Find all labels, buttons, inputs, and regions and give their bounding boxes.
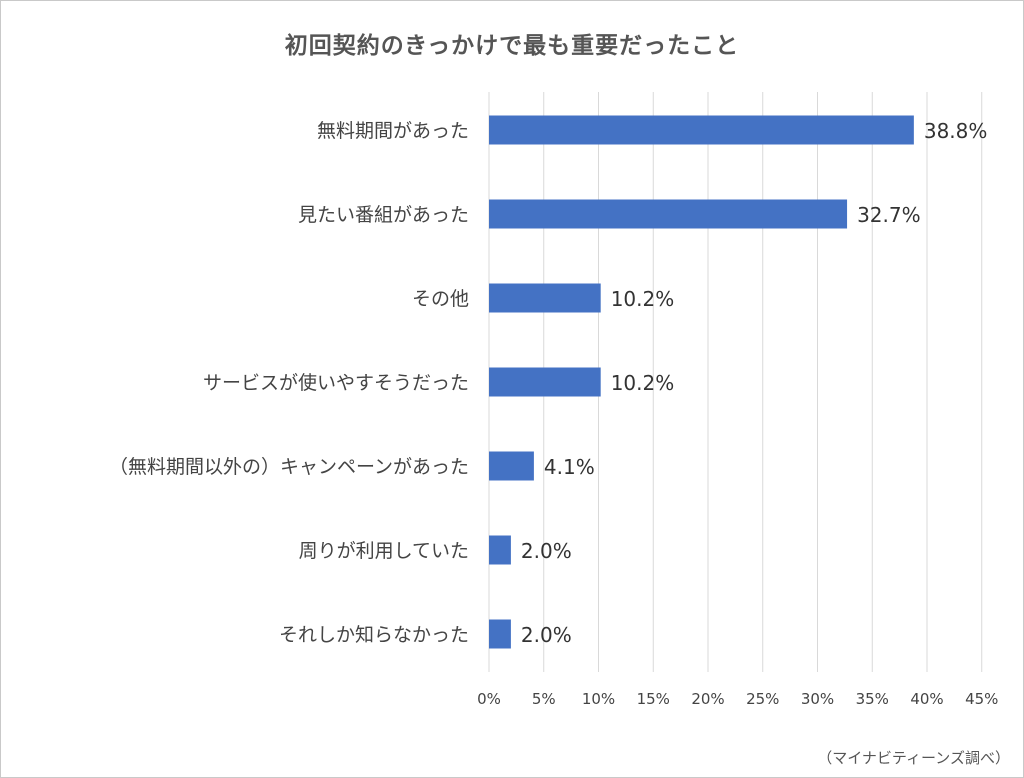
bar: [489, 367, 601, 397]
x-tick-label: 15%: [637, 690, 670, 708]
data-label: 38.8%: [924, 119, 988, 143]
x-tick-label: 20%: [691, 690, 724, 708]
bar: [489, 451, 534, 481]
x-tick-label: 0%: [477, 690, 501, 708]
category-label: その他: [412, 288, 469, 310]
chart-title: 初回契約のきっかけで最も重要だったこと: [284, 33, 740, 59]
x-tick-label: 10%: [582, 690, 615, 708]
category-label: それしか知らなかった: [279, 624, 469, 646]
bar: [489, 283, 601, 313]
bar: [489, 115, 914, 145]
data-label: 10.2%: [611, 287, 675, 311]
bar: [489, 199, 848, 229]
bar: [489, 535, 511, 565]
x-tick-label: 45%: [965, 690, 998, 708]
category-label: 周りが利用していた: [299, 540, 469, 562]
data-label: 2.0%: [521, 539, 572, 563]
data-label: 10.2%: [611, 371, 675, 395]
category-label: （無料期間以外の）キャンペーンがあった: [109, 456, 469, 478]
x-tick-label: 35%: [856, 690, 889, 708]
category-label: 無料期間があった: [317, 120, 469, 142]
x-tick-label: 25%: [746, 690, 779, 708]
category-label: サービスが使いやすそうだった: [203, 372, 469, 394]
x-tick-label: 30%: [801, 690, 834, 708]
data-label: 32.7%: [857, 203, 921, 227]
source-note: （マイナビティーンズ調べ）: [817, 749, 1010, 767]
bar: [489, 619, 511, 649]
data-label: 2.0%: [521, 623, 572, 647]
x-tick-label: 40%: [910, 690, 943, 708]
category-label: 見たい番組があった: [298, 204, 469, 226]
x-tick-label: 5%: [532, 690, 556, 708]
data-label: 4.1%: [544, 455, 595, 479]
